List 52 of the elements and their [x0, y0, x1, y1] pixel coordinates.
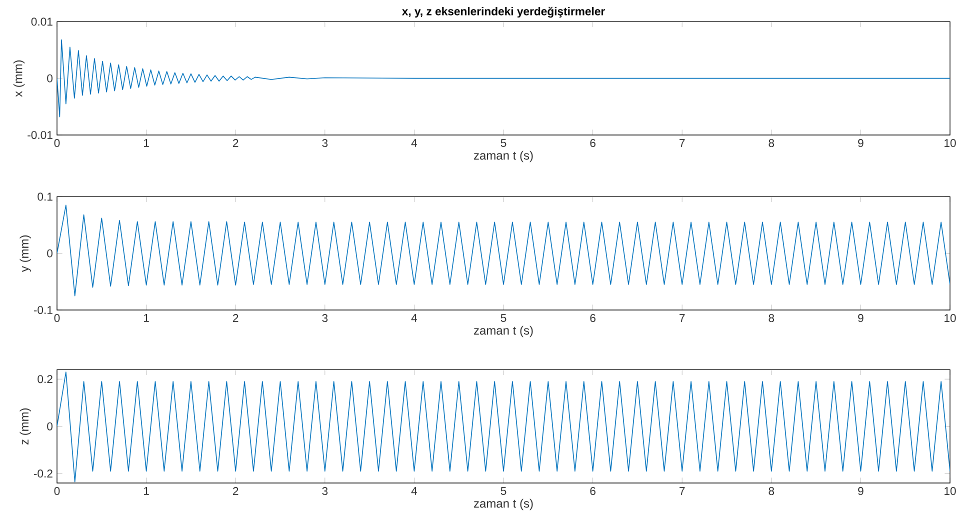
- x-tick-label: 2: [233, 314, 238, 322]
- x-tick-label: 1: [144, 139, 149, 147]
- y-tick-label: -0.01: [28, 130, 52, 140]
- x-tick-label: 0: [54, 139, 60, 148]
- x-axis-title: zaman t (s): [474, 498, 533, 510]
- x-tick-label: 4: [411, 314, 418, 322]
- x-tick-label: 10: [944, 314, 956, 322]
- line-series: [57, 372, 950, 482]
- x-tick-label: 2: [233, 487, 238, 495]
- x-tick-label: 2: [233, 139, 238, 147]
- y-tick-label: 0: [47, 422, 53, 430]
- y-axis-title: z (mm): [20, 408, 31, 445]
- y-tick-label: 0: [47, 249, 53, 258]
- x-tick-label: 10: [944, 139, 956, 148]
- chart-title: x, y, z eksenlerindeki yerdeğiştirmeler: [402, 6, 605, 18]
- x-tick-label: 6: [590, 139, 596, 148]
- x-tick-label: 4: [411, 139, 418, 147]
- x-tick-label: 7: [680, 139, 685, 147]
- x-tick-label: 8: [768, 487, 774, 496]
- x-tick-label: 5: [500, 139, 506, 147]
- x-tick-label: 1: [144, 314, 149, 322]
- y-tick-label: -0.2: [34, 470, 52, 478]
- line-series: [57, 39, 950, 118]
- x-tick-label: 9: [858, 314, 864, 322]
- x-tick-label: 6: [590, 487, 596, 496]
- y-tick-label: 0.01: [31, 18, 52, 26]
- x-tick-label: 1: [144, 487, 149, 495]
- x-tick-label: 3: [322, 487, 328, 496]
- x-tick-label: 3: [322, 314, 328, 322]
- line-series: [57, 204, 950, 296]
- x-tick-label: 7: [680, 314, 685, 322]
- x-tick-label: 7: [680, 487, 685, 495]
- y-tick-label: 0.1: [38, 192, 52, 201]
- x-tick-label: 10: [944, 487, 956, 496]
- x-tick-label: 8: [768, 314, 774, 322]
- x-tick-label: 9: [858, 487, 864, 496]
- y-axis-title: y (mm): [20, 235, 31, 272]
- x-axis-title: zaman t (s): [474, 150, 533, 162]
- y-axis-title: x (mm): [13, 60, 25, 97]
- x-tick-label: 5: [500, 487, 506, 495]
- y-tick-label: 0.2: [38, 375, 52, 384]
- x-tick-label: 0: [54, 314, 60, 322]
- x-tick-label: 5: [500, 314, 506, 322]
- x-tick-label: 4: [411, 487, 418, 495]
- x-tick-label: 6: [590, 314, 596, 322]
- x-axis-title: zaman t (s): [474, 326, 533, 338]
- y-tick-label: -0.1: [34, 306, 52, 314]
- x-tick-label: 8: [768, 139, 774, 148]
- x-tick-label: 3: [322, 139, 328, 148]
- x-tick-label: 9: [858, 139, 864, 148]
- y-tick-label: 0: [47, 74, 53, 82]
- x-tick-label: 0: [54, 487, 60, 496]
